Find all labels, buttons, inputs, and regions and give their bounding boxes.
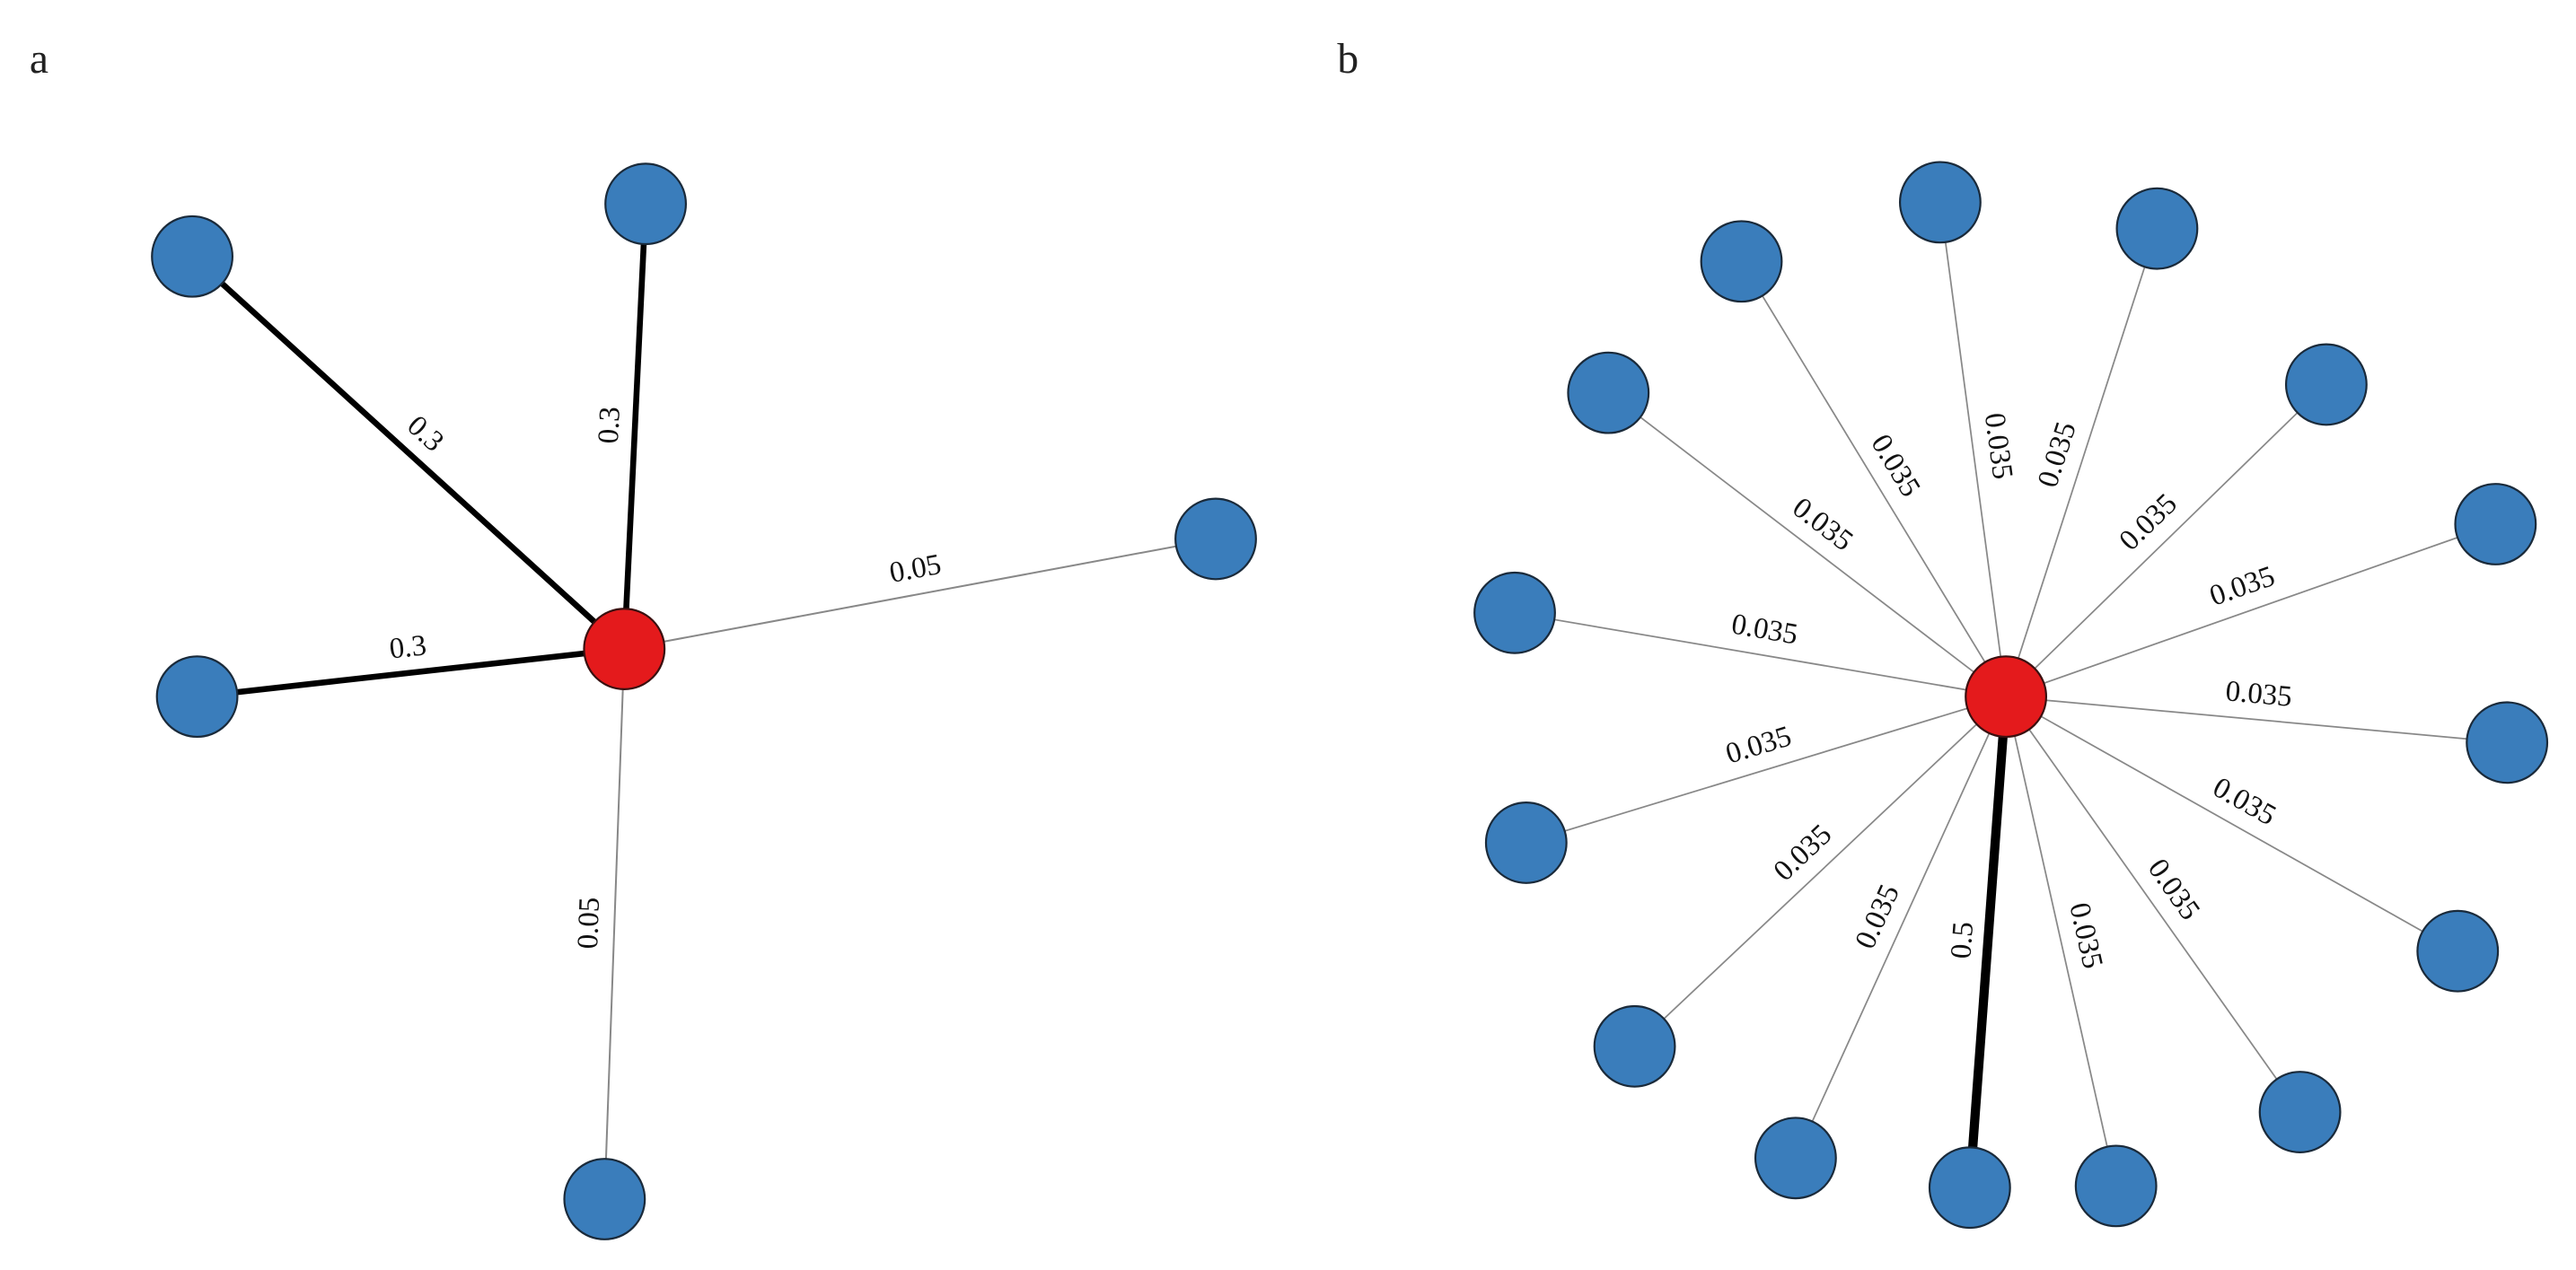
edge-label: 0.05 <box>887 548 944 590</box>
edge-label: 0.035 <box>1849 880 1905 953</box>
edge <box>197 645 625 700</box>
edge <box>2005 523 2496 697</box>
leaf-node <box>2454 483 2537 565</box>
edge-label: 0.035 <box>1722 720 1795 770</box>
edge-label: 0.5 <box>1945 921 1980 960</box>
edge <box>2005 696 2117 1187</box>
edge-label: 0.035 <box>2207 771 2281 832</box>
leaf-node <box>1754 1117 1837 1200</box>
edge <box>1525 696 2007 844</box>
leaf-node <box>2466 701 2549 784</box>
edge-label: 0.035 <box>2141 854 2206 926</box>
edge <box>2005 228 2158 697</box>
edge <box>1965 696 2011 1188</box>
edge <box>1795 696 2007 1159</box>
panel-label: a <box>30 36 48 83</box>
leaf-node <box>2074 1144 2158 1228</box>
leaf-node <box>2416 909 2500 993</box>
leaf-node <box>2284 343 2368 426</box>
edges <box>189 204 1217 1200</box>
leaf-node <box>1174 497 1257 581</box>
edge <box>1939 202 2007 697</box>
leaf-node <box>1484 801 1568 884</box>
edges <box>1514 202 2508 1188</box>
edge <box>2005 383 2327 697</box>
edge-label: 0.035 <box>1787 492 1859 558</box>
center-node <box>583 608 666 690</box>
edge <box>1740 260 2007 697</box>
center-node <box>1965 655 2048 739</box>
edge-label: 0.035 <box>1978 411 2018 481</box>
edge-label: 0.3 <box>593 406 627 444</box>
edge-label: 0.035 <box>1864 429 1926 503</box>
edge-label: 0.035 <box>1768 819 1839 888</box>
edge <box>2006 696 2508 744</box>
leaf-node <box>151 215 234 298</box>
edge <box>189 254 627 652</box>
edge <box>621 204 649 650</box>
edge-label: 0.035 <box>1729 609 1800 652</box>
panel-label: b <box>1337 36 1358 83</box>
edge <box>2005 696 2301 1113</box>
edge-labels: 0.3 0.30.050.30.05 <box>388 406 944 950</box>
edge <box>2005 696 2458 952</box>
edge-label: 0.035 <box>2114 487 2184 556</box>
leaf-node <box>563 1158 646 1240</box>
edge-label: 0.3 <box>388 629 428 665</box>
edge <box>624 538 1217 651</box>
edge-label: 0.05 <box>572 897 606 950</box>
leaf-node <box>1593 1004 1676 1088</box>
edge <box>603 649 626 1200</box>
leaf-node <box>1898 161 1982 244</box>
edge <box>1633 696 2007 1047</box>
edge-label: 0.035 <box>2224 675 2293 714</box>
nodes <box>151 162 1257 1240</box>
leaf-node <box>1567 351 1650 434</box>
leaf-node <box>1700 220 1783 303</box>
edge <box>1514 611 2007 697</box>
leaf-node <box>1473 571 1556 654</box>
leaf-node <box>2115 187 2199 270</box>
leaf-node <box>1928 1146 2011 1230</box>
leaf-node <box>2258 1071 2342 1153</box>
edge-label: 0.035 <box>2062 899 2108 971</box>
edge <box>1607 391 2007 697</box>
nodes <box>1473 161 2549 1230</box>
leaf-node <box>604 162 688 246</box>
leaf-node <box>155 655 239 739</box>
